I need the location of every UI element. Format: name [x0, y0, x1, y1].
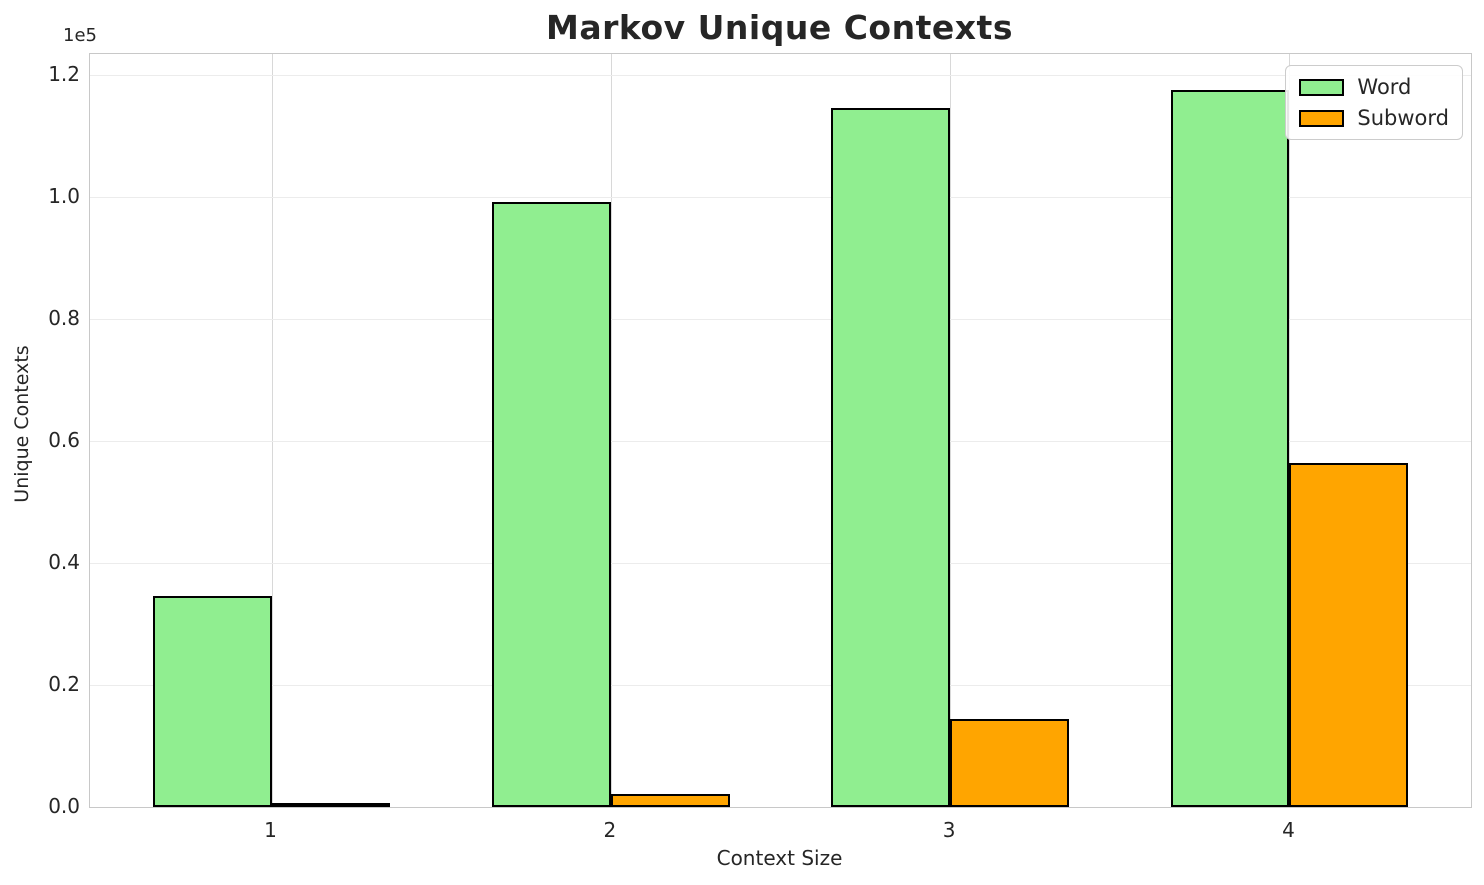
v-gridline-3: [950, 54, 952, 807]
legend-item-word: Word: [1299, 75, 1449, 99]
x-tick-label-3: 3: [942, 818, 956, 842]
plot-area: Word Subword: [89, 53, 1472, 808]
bar-subword-4: [1289, 463, 1409, 807]
legend-item-subword: Subword: [1299, 106, 1449, 130]
h-gridline-0.6: [90, 441, 1471, 443]
y-tick-label-0.6: 0.6: [48, 428, 80, 453]
v-gridline-2: [610, 54, 612, 807]
bar-subword-2: [610, 794, 730, 807]
y-tick-label-0.8: 0.8: [48, 306, 80, 331]
h-gridline-1.0: [90, 197, 1471, 199]
bar-word-4: [1170, 89, 1290, 807]
y-axis-label: Unique Contexts: [11, 345, 33, 503]
legend-label-word: Word: [1357, 75, 1412, 99]
x-axis-label: Context Size: [716, 846, 843, 870]
y-tick-label-0.4: 0.4: [48, 550, 80, 575]
bar-subword-1: [271, 803, 391, 807]
y-tick-label-1.2: 1.2: [48, 62, 80, 87]
h-gridline-0.4: [90, 563, 1471, 565]
h-gridline-0.2: [90, 685, 1471, 687]
bar-word-2: [492, 201, 611, 807]
bar-word-1: [152, 596, 272, 807]
v-gridline-4: [1289, 54, 1291, 807]
bar-word-3: [831, 107, 951, 807]
legend-swatch-subword: [1299, 109, 1345, 127]
legend: Word Subword: [1285, 65, 1463, 140]
y-tick-label-0.0: 0.0: [48, 794, 80, 818]
y-tick-label-1.0: 1.0: [48, 184, 80, 209]
legend-label-subword: Subword: [1357, 106, 1449, 130]
x-tick-label-4: 4: [1282, 818, 1295, 842]
h-gridline-1.2: [90, 75, 1471, 77]
legend-swatch-word: [1299, 78, 1345, 96]
x-tick-label-1: 1: [264, 818, 277, 842]
x-tick-label-2: 2: [603, 818, 617, 842]
h-gridline-0.8: [90, 319, 1471, 321]
v-gridline-1: [271, 54, 273, 807]
y-axis-offset-text: 1e5: [63, 25, 97, 46]
y-tick-label-0.2: 0.2: [48, 672, 80, 697]
bar-subword-3: [950, 719, 1069, 807]
chart-title: Markov Unique Contexts: [546, 8, 1013, 47]
